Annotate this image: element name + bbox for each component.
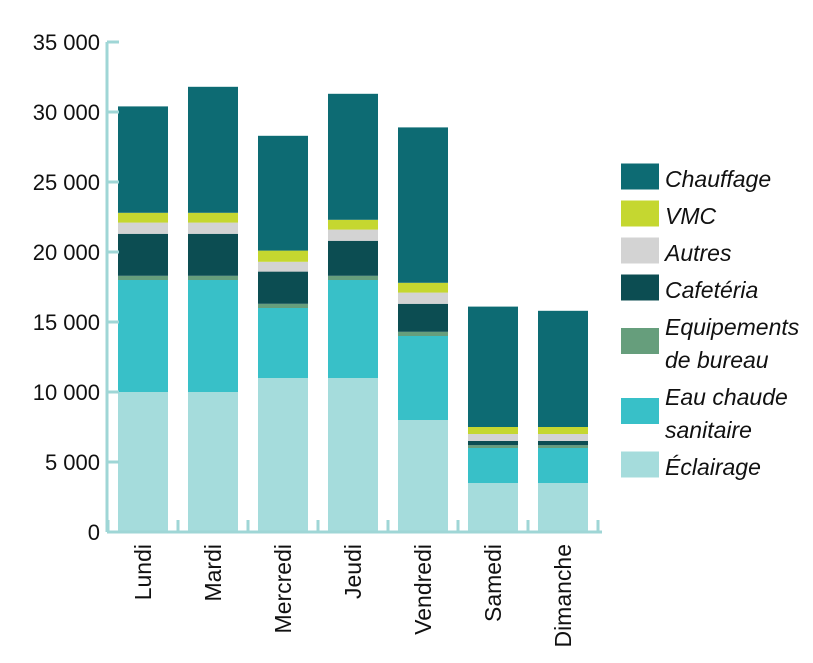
bar-segment-autres-mercredi (258, 261, 308, 272)
y-tick-label: 20 000 (33, 240, 100, 265)
bar-segment-eclairage-samedi (468, 483, 518, 532)
bar-segment-vmc-mercredi (258, 250, 308, 262)
y-tick-label: 15 000 (33, 310, 100, 335)
bar-segment-vmc-jeudi (328, 219, 378, 230)
bar-segment-vmc-lundi (118, 212, 168, 223)
bar-segment-cafeteria-mercredi (258, 271, 308, 304)
bars-layer (118, 86, 588, 532)
bar-segment-cafeteria-samedi (468, 441, 518, 446)
legend-swatch-vmc (621, 200, 659, 227)
bar-segment-eclairage-mardi (188, 392, 238, 532)
bar-segment-chauffage-vendredi (398, 127, 448, 283)
bar-segment-autres-vendredi (398, 292, 448, 304)
y-tick-label: 25 000 (33, 170, 100, 195)
legend-swatch-cafeteria (621, 274, 659, 301)
bar-segment-eau-chaude-sanitaire-jeudi (328, 280, 378, 378)
legend-label-eau-chaude-sanitaire: sanitaire (665, 417, 752, 443)
legend-label-cafeteria: Cafetéria (665, 277, 758, 303)
bar-segment-autres-mardi (188, 222, 238, 234)
bar-segment-eau-chaude-sanitaire-mercredi (258, 308, 308, 378)
x-tick-label-mardi: Mardi (200, 544, 226, 602)
bar-segment-vmc-mardi (188, 212, 238, 223)
bar-segment-cafeteria-dimanche (538, 441, 588, 446)
bar-segment-autres-lundi (118, 222, 168, 234)
x-tick-label-samedi: Samedi (480, 544, 506, 622)
bar-segment-eclairage-jeudi (328, 378, 378, 532)
y-tick-label: 35 000 (33, 30, 100, 55)
bar-segment-eau-chaude-sanitaire-dimanche (538, 448, 588, 483)
bar-segment-equipements-de-bureau-jeudi (328, 275, 378, 280)
x-tick-label-mercredi: Mercredi (270, 544, 296, 633)
legend-label-chauffage: Chauffage (665, 166, 771, 192)
legend-label-vmc: VMC (665, 203, 717, 229)
legend-swatch-equipements-de-bureau (621, 328, 659, 354)
legend-swatch-eclairage (621, 451, 659, 478)
legend-swatch-chauffage (621, 163, 659, 190)
bar-segment-eclairage-vendredi (398, 420, 448, 532)
y-tick-label: 10 000 (33, 380, 100, 405)
bar-segment-vmc-samedi (468, 427, 518, 434)
legend: Chauffage VMC Autres Cafetéria Equipements de… (621, 163, 800, 480)
legend-swatch-autres (621, 237, 659, 264)
axes-layer: 0 5 000 10 000 15 000 20 000 25 000 30 000 35 0… (33, 30, 602, 648)
bar-segment-cafeteria-lundi (118, 233, 168, 276)
bar-segment-autres-samedi (468, 434, 518, 441)
bar-segment-chauffage-lundi (118, 106, 168, 213)
bar-segment-equipements-de-bureau-dimanche (538, 445, 588, 448)
y-tick-label: 30 000 (33, 100, 100, 125)
legend-label-autres: Autres (663, 240, 732, 266)
x-tick-label-dimanche: Dimanche (550, 544, 576, 648)
x-tick-label-jeudi: Jeudi (340, 544, 366, 599)
legend-label-eau-chaude-sanitaire: Eau chaude (665, 384, 788, 410)
bar-segment-eau-chaude-sanitaire-lundi (118, 280, 168, 392)
bar-segment-equipements-de-bureau-lundi (118, 275, 168, 280)
bar-segment-eau-chaude-sanitaire-samedi (468, 448, 518, 483)
legend-label-equipements-de-bureau: Equipements (665, 314, 800, 340)
bar-segment-cafeteria-jeudi (328, 240, 378, 276)
bar-segment-cafeteria-vendredi (398, 303, 448, 332)
bar-segment-equipements-de-bureau-mercredi (258, 303, 308, 308)
bar-segment-equipements-de-bureau-samedi (468, 445, 518, 448)
bar-segment-eclairage-lundi (118, 392, 168, 532)
bar-segment-chauffage-dimanche (538, 310, 588, 427)
legend-label-equipements-de-bureau: de bureau (665, 347, 769, 373)
x-tick-label-vendredi: Vendredi (410, 544, 436, 635)
bar-segment-vmc-dimanche (538, 427, 588, 434)
bar-segment-equipements-de-bureau-mardi (188, 275, 238, 280)
bar-segment-autres-jeudi (328, 229, 378, 241)
y-tick-label: 0 (88, 520, 100, 545)
bar-segment-chauffage-jeudi (328, 93, 378, 220)
legend-label-eclairage: Éclairage (665, 454, 761, 480)
bar-segment-autres-dimanche (538, 434, 588, 441)
y-tick-label: 5 000 (45, 450, 100, 475)
bar-segment-vmc-vendredi (398, 282, 448, 293)
bar-segment-cafeteria-mardi (188, 233, 238, 276)
legend-swatch-eau-chaude-sanitaire (621, 398, 659, 424)
bar-segment-eclairage-mercredi (258, 378, 308, 532)
bar-segment-eau-chaude-sanitaire-vendredi (398, 336, 448, 420)
bar-segment-eclairage-dimanche (538, 483, 588, 532)
bar-segment-equipements-de-bureau-vendredi (398, 331, 448, 336)
bar-segment-chauffage-mercredi (258, 135, 308, 251)
bar-segment-chauffage-mardi (188, 86, 238, 213)
bar-segment-eau-chaude-sanitaire-mardi (188, 280, 238, 392)
bar-segment-chauffage-samedi (468, 306, 518, 427)
x-tick-label-lundi: Lundi (130, 544, 156, 600)
